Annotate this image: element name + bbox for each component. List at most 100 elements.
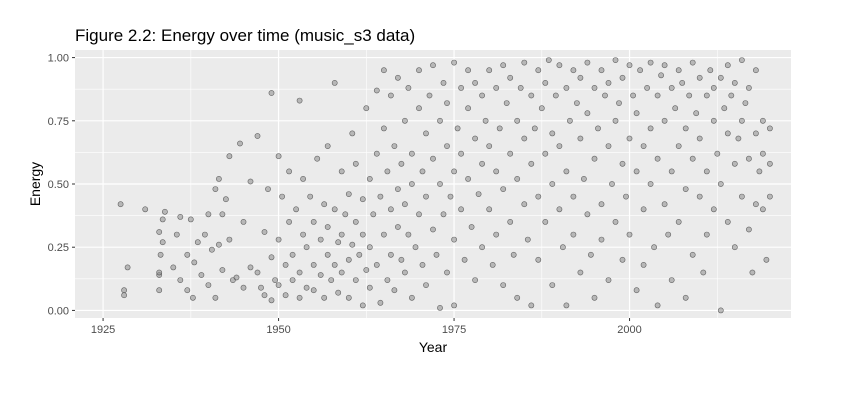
- data-point: [317, 272, 324, 278]
- data-point: [507, 150, 514, 157]
- data-point: [689, 251, 696, 258]
- data-point: [380, 125, 387, 132]
- data-point: [465, 105, 471, 112]
- data-point: [584, 59, 591, 66]
- data-point: [689, 155, 696, 162]
- data-point: [696, 135, 703, 142]
- data-point: [314, 155, 321, 162]
- data-point: [157, 251, 164, 258]
- data-point: [760, 150, 766, 157]
- data-point: [721, 105, 728, 112]
- data-point: [440, 80, 447, 86]
- data-point: [447, 193, 454, 200]
- data-point: [286, 218, 292, 225]
- data-point: [384, 168, 391, 175]
- data-point: [753, 67, 759, 74]
- data-point: [535, 193, 542, 200]
- data-point: [465, 175, 471, 182]
- data-point: [567, 117, 573, 124]
- data-point: [324, 224, 331, 230]
- data-point: [675, 67, 682, 74]
- data-point: [560, 244, 566, 251]
- data-point: [675, 218, 682, 225]
- data-point: [528, 302, 535, 309]
- data-point: [626, 62, 633, 69]
- data-point: [373, 261, 380, 268]
- data-point: [753, 130, 759, 137]
- data-point: [173, 231, 180, 238]
- data-point: [444, 269, 450, 276]
- data-point: [430, 226, 436, 233]
- data-point: [366, 175, 373, 182]
- data-point: [609, 181, 615, 187]
- data-point: [198, 272, 205, 278]
- data-point: [577, 269, 584, 276]
- data-point: [577, 135, 584, 142]
- data-point: [605, 277, 612, 283]
- data-point: [626, 135, 633, 142]
- y-tick-label: 0.00: [48, 305, 69, 317]
- data-point: [531, 125, 538, 132]
- data-point: [760, 206, 766, 213]
- data-point: [556, 62, 563, 69]
- data-point: [514, 117, 521, 124]
- data-point: [258, 284, 264, 291]
- data-point: [380, 231, 387, 238]
- data-point: [724, 130, 731, 137]
- data-point: [654, 155, 661, 162]
- data-point: [763, 256, 770, 263]
- data-point: [633, 110, 640, 117]
- data-point: [191, 259, 198, 266]
- data-point: [321, 201, 328, 208]
- y-axis-title: Energy: [27, 162, 43, 206]
- data-point: [703, 92, 710, 99]
- data-point: [384, 277, 391, 283]
- data-point: [479, 92, 485, 99]
- data-point: [510, 251, 517, 258]
- data-point: [486, 206, 493, 213]
- data-point: [451, 302, 457, 309]
- data-point: [373, 150, 380, 157]
- data-point: [500, 282, 507, 288]
- data-point: [640, 206, 647, 213]
- data-point: [472, 135, 478, 142]
- data-point: [468, 224, 475, 230]
- data-point: [161, 208, 168, 215]
- data-point: [416, 105, 422, 112]
- data-point: [401, 269, 408, 276]
- data-point: [570, 231, 577, 238]
- data-point: [310, 261, 317, 268]
- data-point: [363, 267, 370, 273]
- data-point: [489, 261, 496, 268]
- data-point: [679, 80, 686, 86]
- data-point: [272, 277, 278, 283]
- data-point: [472, 277, 478, 283]
- data-point: [602, 92, 608, 99]
- data-point: [408, 150, 415, 157]
- data-point: [591, 155, 598, 162]
- data-point: [472, 80, 478, 86]
- chart-title: Figure 2.2: Energy over time (music_s3 d…: [75, 26, 415, 45]
- data-point: [668, 168, 675, 175]
- data-point: [717, 74, 724, 81]
- data-point: [254, 269, 261, 276]
- data-point: [668, 277, 675, 283]
- data-point: [633, 287, 640, 294]
- data-point: [226, 153, 233, 160]
- data-point: [717, 307, 724, 314]
- data-point: [591, 85, 598, 91]
- data-point: [338, 269, 345, 276]
- data-point: [296, 269, 303, 276]
- data-point: [574, 100, 580, 106]
- data-point: [458, 206, 464, 213]
- data-point: [261, 229, 268, 235]
- data-point: [689, 59, 696, 66]
- data-point: [331, 80, 338, 86]
- data-point: [398, 256, 405, 263]
- data-point: [661, 62, 668, 69]
- data-point: [479, 160, 485, 167]
- data-point: [310, 287, 317, 294]
- data-point: [296, 294, 303, 301]
- data-point: [265, 186, 271, 192]
- data-point: [275, 236, 282, 243]
